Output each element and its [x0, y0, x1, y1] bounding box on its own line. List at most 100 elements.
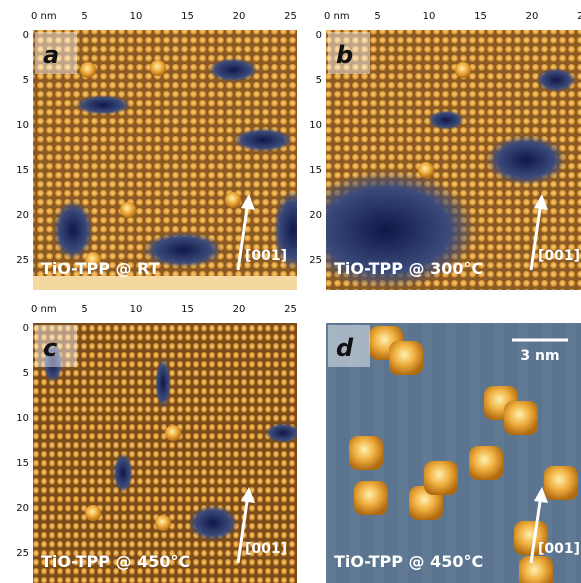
bright-spot — [80, 62, 96, 78]
left-tick-label: 10 — [16, 413, 29, 424]
left-tick-label: 20 — [16, 503, 29, 514]
top-tick-label: 15 — [181, 11, 194, 22]
left-tick-label: 25 — [16, 255, 29, 266]
top-tick-label: 0 nm — [324, 11, 350, 22]
panel-label: b — [336, 41, 353, 69]
caption: TiO-TPP @ 300°C — [334, 259, 483, 278]
caption: TiO-TPP @ 450°C — [41, 552, 190, 571]
bright-spot — [85, 505, 101, 521]
left-tick-label: 25 — [309, 255, 322, 266]
label-box — [35, 32, 77, 74]
substrate — [43, 343, 63, 383]
left-tick-label: 15 — [16, 458, 29, 469]
left-tick-label: 10 — [309, 120, 322, 131]
top-tick-label: 25 — [577, 11, 581, 22]
bright-spot — [155, 515, 171, 531]
substrate — [326, 170, 476, 290]
top-tick-label: 5 — [374, 11, 380, 22]
island — [424, 461, 458, 495]
bright-spot — [418, 162, 434, 178]
stripe — [446, 323, 456, 583]
island — [544, 466, 578, 500]
left-tick-label: 20 — [16, 210, 29, 221]
direction: [001] — [538, 248, 580, 264]
top-tick-label: 25 — [284, 11, 297, 22]
top-tick-label: 0 nm — [31, 11, 57, 22]
substrate — [428, 110, 464, 130]
panel: b TiO-TPP @ 300°C [001] — [326, 30, 581, 290]
top-tick-label: 10 — [130, 11, 143, 22]
top-tick-label: 5 — [81, 11, 87, 22]
substrate — [486, 135, 566, 185]
panel-label: d — [336, 334, 354, 362]
stm-image — [33, 323, 297, 583]
scale-bar-label: 3 nm — [520, 348, 559, 364]
substrate — [53, 200, 93, 260]
substrate — [265, 423, 297, 443]
top-tick-label: 0 nm — [31, 304, 57, 315]
left-tick-label: 15 — [16, 165, 29, 176]
top-tick-label: 15 — [181, 304, 194, 315]
panel-label: c — [43, 334, 57, 362]
bright-band — [33, 276, 297, 290]
left-tick-label: 15 — [309, 165, 322, 176]
island — [349, 436, 383, 470]
stripe — [326, 323, 336, 583]
direction: [001] — [245, 248, 287, 264]
top-tick-label: 20 — [233, 304, 246, 315]
caption: TiO-TPP @ RT — [41, 259, 160, 278]
left-tick-label: 5 — [316, 75, 322, 86]
direction: [001] — [245, 541, 287, 557]
top-tick-label: 5 — [81, 304, 87, 315]
stripe — [566, 323, 576, 583]
left-tick-label: 0 — [23, 30, 29, 41]
label-box — [328, 325, 370, 367]
bright-spot — [85, 252, 101, 268]
direction: [001] — [538, 541, 580, 557]
left-tick-label: 0 — [23, 323, 29, 334]
left-tick-label: 20 — [309, 210, 322, 221]
left-tick-label: 25 — [16, 548, 29, 559]
arrow-shaft — [236, 494, 250, 564]
island — [389, 341, 423, 375]
substrate — [155, 358, 171, 408]
label-box — [328, 32, 370, 74]
island — [519, 556, 553, 583]
left-tick-label: 0 — [316, 30, 322, 41]
top-tick-label: 20 — [526, 11, 539, 22]
left-tick-label: 10 — [16, 120, 29, 131]
stripe — [518, 323, 528, 583]
panel: a TiO-TPP @ RT [001] — [33, 30, 297, 290]
arrow-head — [241, 487, 255, 503]
stm-image — [33, 30, 297, 290]
top-tick-label: 10 — [130, 304, 143, 315]
caption: TiO-TPP @ 450°C — [334, 552, 483, 571]
substrate — [233, 128, 293, 152]
panel-label: a — [43, 41, 59, 69]
stm-image — [326, 323, 581, 583]
arrow-head — [241, 194, 255, 210]
stripe — [542, 323, 552, 583]
top-tick-label: 20 — [233, 11, 246, 22]
arrow-shaft — [529, 201, 543, 271]
arrow-head — [534, 194, 548, 210]
stripe — [422, 323, 432, 583]
top-tick-label: 10 — [423, 11, 436, 22]
top-tick-label: 15 — [474, 11, 487, 22]
island — [469, 446, 503, 480]
top-tick-label: 25 — [284, 304, 297, 315]
substrate — [536, 68, 576, 92]
island — [514, 521, 548, 555]
stm-image — [326, 30, 581, 290]
panel: c TiO-TPP @ 450°C [001] — [33, 323, 297, 583]
panel: d TiO-TPP @ 450°C [001] 3 nm — [326, 323, 581, 583]
bright-spot — [455, 62, 471, 78]
substrate — [188, 505, 238, 541]
bright-spot — [165, 425, 181, 441]
bright-spot — [150, 60, 166, 76]
bright-spot — [225, 192, 241, 208]
bright-spot — [120, 202, 136, 218]
substrate — [273, 190, 297, 270]
substrate — [113, 453, 133, 493]
